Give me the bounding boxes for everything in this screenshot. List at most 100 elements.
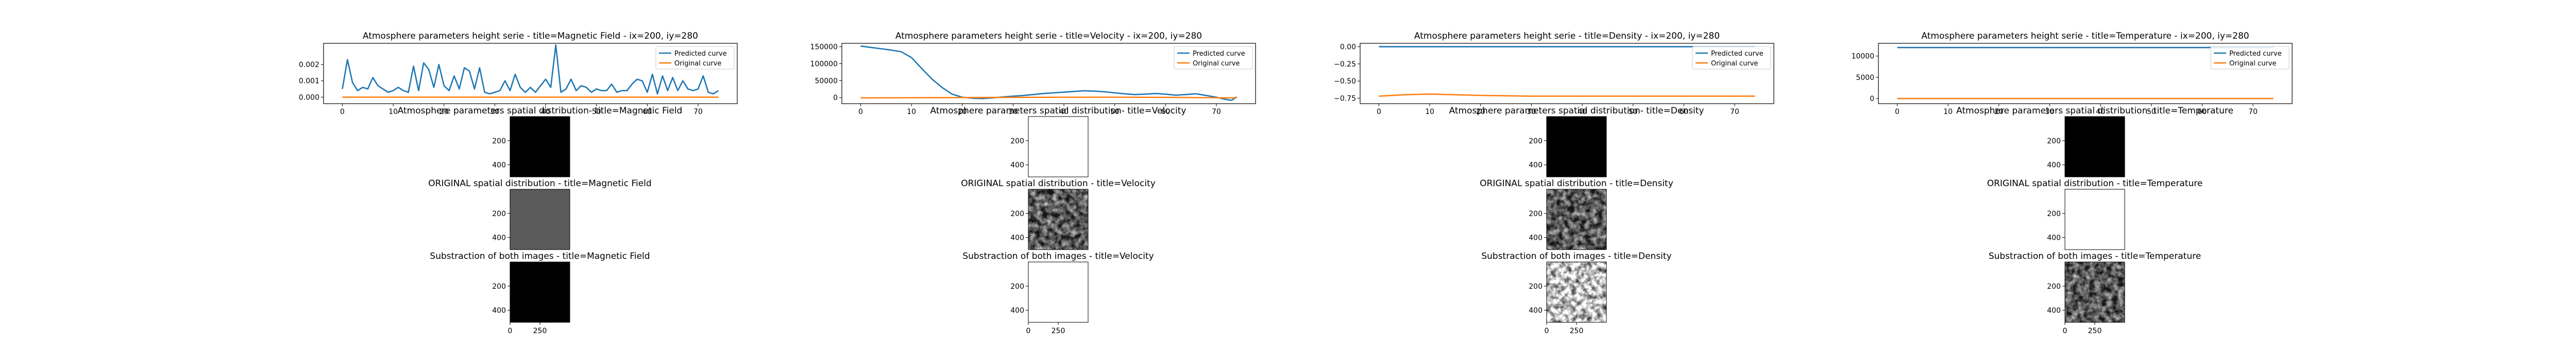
x-tick-label: 20 bbox=[1994, 108, 2004, 116]
series-line-predicted bbox=[860, 45, 1238, 101]
y-tick-label: 50000 bbox=[815, 77, 838, 85]
x-tick-label: 40 bbox=[541, 108, 550, 116]
image-frame bbox=[1028, 189, 1089, 250]
image-panel: Atmosphere parameters spatial distributi… bbox=[398, 106, 683, 177]
image-panel: ORIGINAL spatial distribution - title=De… bbox=[1480, 178, 1673, 250]
x-tick-label: 20 bbox=[1476, 108, 1485, 116]
x-tick-label: 60 bbox=[2197, 108, 2207, 116]
y-tick-label: 150000 bbox=[810, 43, 838, 52]
image-y-tick-label: 400 bbox=[1010, 234, 1024, 242]
image-texture bbox=[2065, 262, 2125, 322]
image-title: ORIGINAL spatial distribution - title=Ma… bbox=[428, 178, 651, 189]
x-tick-label: 50 bbox=[1629, 108, 1638, 116]
image-y-tick-label: 400 bbox=[492, 161, 506, 170]
legend-label: Predicted curve bbox=[2229, 50, 2282, 58]
image-frame bbox=[2064, 189, 2125, 250]
image-frame bbox=[1028, 116, 1089, 177]
image-texture bbox=[1028, 117, 1088, 177]
image-texture bbox=[510, 262, 570, 322]
image-frame bbox=[1546, 116, 1607, 177]
x-tick-label: 0 bbox=[1895, 108, 1900, 116]
image-panel: Atmosphere parameters spatial distributi… bbox=[930, 106, 1186, 177]
image-title: Atmosphere parameters spatial distributi… bbox=[398, 106, 683, 116]
image-title: ORIGINAL spatial distribution - title=Te… bbox=[1987, 178, 2203, 189]
image-y-tick-label: 400 bbox=[2047, 307, 2061, 315]
line-chart: Atmosphere parameters height serie - tit… bbox=[1334, 31, 1774, 116]
image-x-tick-label: 0 bbox=[1545, 327, 1549, 335]
x-tick-label: 40 bbox=[1578, 108, 1587, 116]
x-tick-label: 60 bbox=[642, 108, 652, 116]
y-tick-label: −0.75 bbox=[1334, 94, 1356, 103]
image-y-tick-label: 400 bbox=[2047, 161, 2061, 170]
x-tick-label: 30 bbox=[2045, 108, 2055, 116]
column-magnetic-field: Atmosphere parameters height serie - tit… bbox=[299, 31, 738, 335]
legend: Predicted curve Original curve bbox=[655, 46, 735, 70]
y-tick-label: 0.00 bbox=[1340, 43, 1356, 52]
x-tick-label: 10 bbox=[1943, 108, 1953, 116]
image-title: ORIGINAL spatial distribution - title=Ve… bbox=[961, 178, 1156, 189]
x-tick-label: 50 bbox=[1110, 108, 1120, 116]
image-frame bbox=[510, 189, 570, 250]
image-x-tick-label: 250 bbox=[533, 327, 547, 335]
chart-title: Atmosphere parameters height serie - tit… bbox=[363, 31, 698, 41]
image-texture bbox=[1547, 189, 1606, 250]
legend-box bbox=[655, 46, 735, 70]
x-tick-label: 50 bbox=[592, 108, 601, 116]
x-tick-label: 30 bbox=[1009, 108, 1018, 116]
image-y-tick-label: 400 bbox=[492, 234, 506, 242]
image-y-tick-label: 400 bbox=[492, 307, 506, 315]
x-tick-label: 60 bbox=[1161, 108, 1170, 116]
image-texture bbox=[1547, 262, 1606, 322]
line-chart: Atmosphere parameters height serie - tit… bbox=[1851, 31, 2293, 116]
image-y-tick-label: 400 bbox=[1529, 307, 1543, 315]
plot-frame bbox=[1878, 43, 2293, 104]
x-tick-label: 30 bbox=[1527, 108, 1536, 116]
y-tick-label: −0.25 bbox=[1334, 60, 1356, 69]
column-density: Atmosphere parameters height serie - tit… bbox=[1334, 31, 1774, 335]
column-temperature: Atmosphere parameters height serie - tit… bbox=[1851, 31, 2293, 335]
image-x-tick-label: 0 bbox=[2063, 327, 2067, 335]
legend-label: Predicted curve bbox=[1193, 50, 1245, 58]
image-x-tick-label: 0 bbox=[508, 327, 513, 335]
legend-label: Predicted curve bbox=[1711, 50, 1764, 58]
image-panel: Atmosphere parameters spatial distributi… bbox=[1956, 106, 2233, 177]
x-tick-label: 10 bbox=[907, 108, 916, 116]
legend-label: Predicted curve bbox=[674, 50, 727, 58]
image-x-tick-label: 0 bbox=[1026, 327, 1031, 335]
y-tick-label: 0.001 bbox=[299, 77, 319, 86]
image-texture bbox=[2065, 117, 2125, 177]
image-y-tick-label: 200 bbox=[1010, 283, 1024, 291]
x-tick-label: 20 bbox=[439, 108, 449, 116]
legend-label: Original curve bbox=[1193, 60, 1240, 68]
image-uniform bbox=[510, 189, 570, 250]
y-tick-label: 10000 bbox=[1851, 53, 1874, 61]
image-title: Atmosphere parameters spatial distributi… bbox=[1956, 106, 2233, 116]
legend: Predicted curve Original curve bbox=[2210, 46, 2290, 70]
series-line-original bbox=[1379, 93, 1755, 97]
x-tick-label: 70 bbox=[1730, 108, 1739, 116]
plot-frame bbox=[841, 43, 1256, 104]
x-tick-label: 0 bbox=[1377, 108, 1381, 116]
legend-box bbox=[2210, 46, 2290, 70]
image-y-tick-label: 200 bbox=[492, 210, 506, 218]
image-title: Substraction of both images - title=Dens… bbox=[1481, 251, 1671, 261]
image-y-tick-label: 200 bbox=[2047, 137, 2061, 145]
image-panel: Substraction of both images - title=Dens… bbox=[1481, 251, 1671, 335]
image-y-tick-label: 200 bbox=[1010, 137, 1024, 145]
image-x-tick-label: 250 bbox=[2088, 327, 2102, 335]
image-title: Substraction of both images - title=Magn… bbox=[430, 251, 650, 261]
image-y-tick-label: 200 bbox=[1010, 210, 1024, 218]
chart-title: Atmosphere parameters height serie - tit… bbox=[1414, 31, 1720, 41]
image-black bbox=[1547, 117, 1606, 177]
image-y-tick-label: 200 bbox=[1529, 137, 1543, 145]
y-tick-label: 5000 bbox=[1856, 74, 1874, 82]
series-line-predicted bbox=[342, 44, 719, 95]
y-tick-label: 100000 bbox=[810, 60, 838, 68]
image-texture bbox=[510, 117, 570, 177]
y-tick-label: 0 bbox=[1870, 95, 1874, 103]
x-tick-label: 30 bbox=[490, 108, 500, 116]
image-title: Substraction of both images - title=Temp… bbox=[1989, 251, 2201, 261]
plot-frame bbox=[323, 43, 738, 104]
image-y-tick-label: 400 bbox=[1010, 161, 1024, 170]
chart-title: Atmosphere parameters height serie - tit… bbox=[895, 31, 1202, 41]
